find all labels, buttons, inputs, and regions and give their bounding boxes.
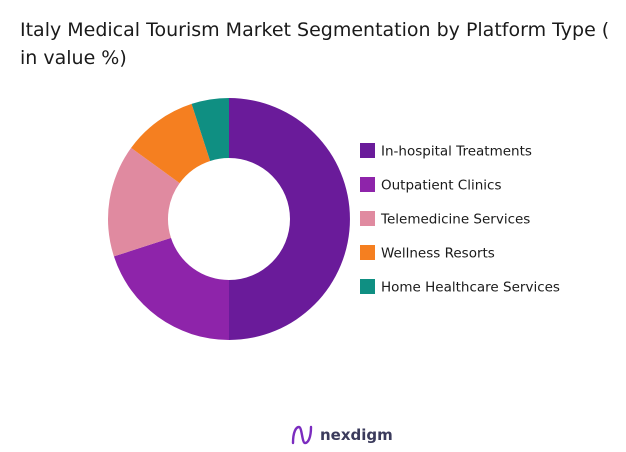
legend-label: Home Healthcare Services — [381, 280, 560, 296]
brand-name: nexdigm — [320, 426, 393, 444]
legend-label: In-hospital Treatments — [381, 144, 532, 160]
donut-slices — [107, 98, 350, 340]
legend-swatch — [360, 211, 375, 226]
donut-slice-outpatient-clinics — [113, 237, 229, 340]
legend-swatch — [360, 245, 375, 260]
chart-legend: In-hospital Treatments Outpatient Clinics… — [360, 143, 560, 296]
brand-logo: nexdigm — [290, 424, 393, 446]
legend-label: Telemedicine Services — [380, 212, 530, 228]
legend-label: Wellness Resorts — [381, 246, 495, 262]
legend-swatch — [360, 279, 375, 294]
legend-swatch — [360, 177, 375, 192]
chart-title: Italy Medical Tourism Market Segmentatio… — [20, 19, 610, 69]
nexdigm-logo-icon — [291, 425, 313, 445]
legend-label: Outpatient Clinics — [381, 178, 502, 194]
donut-slice-wellness-resorts — [131, 103, 211, 184]
donut-slice-telemedicine-services — [107, 147, 180, 257]
donut-slice-home-healthcare-services — [191, 98, 229, 161]
legend-swatch — [360, 143, 375, 158]
donut-slice-in-hospital-treatments — [229, 98, 350, 340]
